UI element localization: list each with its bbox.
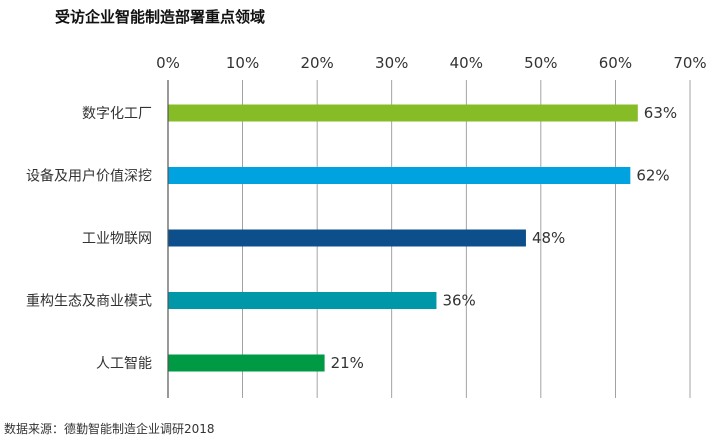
bar [168, 104, 638, 122]
data-label: 36% [442, 292, 475, 310]
chart-title: 受访企业智能制造部署重点领域 [55, 8, 266, 26]
x-tick-label: 70% [673, 54, 706, 72]
x-tick-label: 20% [300, 54, 333, 72]
x-tick-label: 10% [226, 54, 259, 72]
x-tick-label: 0% [156, 54, 180, 72]
data-label: 62% [636, 167, 669, 185]
source-note: 数据来源：德勤智能制造企业调研2018 [4, 422, 215, 436]
labels: 数字化工厂 63% 设备及用户价值深挖 62% 工业物联网 48% 重构生态及商业模式 36%… [26, 104, 677, 372]
bar [168, 167, 631, 184]
x-axis-ticks: 0% 10% 20% 30% 40% 50% 60% 70% [156, 54, 707, 72]
data-label: 48% [532, 229, 565, 247]
category-label: 设备及用户价值深挖 [26, 168, 152, 185]
data-label: 21% [331, 354, 364, 372]
data-label: 63% [644, 104, 677, 122]
bar [168, 354, 325, 372]
category-label: 人工智能 [96, 356, 152, 372]
bar [168, 292, 437, 309]
x-tick-label: 40% [450, 54, 483, 72]
x-tick-label: 60% [599, 54, 632, 72]
x-tick-label: 50% [524, 54, 557, 72]
bar [168, 229, 526, 247]
bars [168, 104, 638, 372]
category-label: 工业物联网 [82, 231, 152, 247]
category-label: 数字化工厂 [82, 106, 152, 122]
category-label: 重构生态及商业模式 [26, 294, 152, 310]
x-tick-label: 30% [375, 54, 408, 72]
